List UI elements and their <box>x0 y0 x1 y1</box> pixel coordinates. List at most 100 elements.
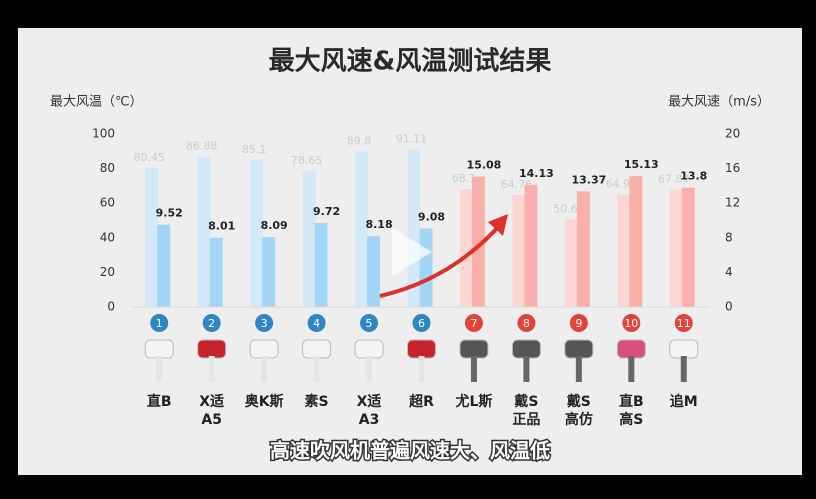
badge-number: 5 <box>366 317 373 330</box>
bar <box>197 156 211 307</box>
x-tick-label: 奥K斯 <box>245 393 284 410</box>
y2-tick-label: 20 <box>725 127 740 141</box>
value-label: 64.76 <box>501 178 533 191</box>
value-label: 13.8 <box>680 170 707 183</box>
y2-tick-label: 4 <box>725 265 733 279</box>
x-tick-label: X适 <box>199 393 224 410</box>
bar <box>419 228 433 307</box>
product-icon <box>144 339 174 359</box>
badge <box>360 314 379 332</box>
bar <box>367 236 381 307</box>
chart-title: 最大风速&风温测试结果 <box>269 47 552 77</box>
bar <box>262 237 276 307</box>
value-label: 91.11 <box>396 132 428 145</box>
product-handle <box>261 356 268 382</box>
x-tick-label: 正品 <box>512 412 540 428</box>
bar <box>407 149 421 307</box>
badge-number: 10 <box>624 317 638 330</box>
product-icon <box>407 339 436 359</box>
bar <box>471 176 485 307</box>
bar <box>617 194 631 307</box>
product-icon <box>616 339 646 359</box>
y2-tick-label: 16 <box>725 161 740 175</box>
y2-tick-label: 12 <box>725 196 740 210</box>
product-icon <box>564 339 594 359</box>
x-tick-label: 超R <box>408 393 434 410</box>
badge <box>517 314 536 332</box>
bar <box>629 176 643 307</box>
y2-tick-label: 0 <box>725 300 733 314</box>
value-label: 85.1 <box>242 143 267 156</box>
product-handle <box>418 356 425 382</box>
bar <box>669 189 683 307</box>
y-tick-label: 60 <box>100 196 115 210</box>
value-label: 78.65 <box>291 154 323 167</box>
value-label: 67.89 <box>658 173 690 186</box>
value-label: 15.13 <box>624 158 659 171</box>
badge <box>412 314 431 332</box>
caption: 高速吹风机普遍风速大、风温低 <box>270 439 550 463</box>
y2-tick-label: 8 <box>725 230 733 244</box>
x-tick-label: 素S <box>305 393 329 410</box>
product-icon <box>511 339 541 359</box>
x-tick-label: A3 <box>359 412 380 428</box>
badge-number: 1 <box>156 317 163 330</box>
x-tick-label: X适 <box>357 393 382 410</box>
badge <box>150 314 169 332</box>
x-tick-label: 直B <box>619 393 644 410</box>
bar <box>524 184 538 307</box>
value-label: 64.95 <box>606 178 638 191</box>
product-handle <box>470 356 477 382</box>
badge <box>674 314 693 332</box>
product-icon <box>249 339 279 359</box>
badge-number: 6 <box>418 317 425 330</box>
bar <box>157 224 171 307</box>
product-handle <box>366 356 373 382</box>
value-label: 13.37 <box>571 173 606 186</box>
product-icon <box>669 339 699 359</box>
badge-number: 9 <box>575 317 582 330</box>
product-handle <box>575 356 582 382</box>
value-label: 80.45 <box>133 151 165 164</box>
bar <box>314 222 328 307</box>
product-handle <box>313 356 320 382</box>
badge-number: 7 <box>470 317 477 330</box>
product-handle <box>208 356 215 382</box>
value-label: 8.01 <box>208 220 235 233</box>
bar <box>355 151 369 307</box>
y-tick-label: 80 <box>100 161 115 175</box>
value-label: 50.65 <box>553 202 585 215</box>
bar <box>302 170 316 307</box>
x-tick-label: 尤L斯 <box>455 393 492 410</box>
product-icon <box>354 339 384 359</box>
value-label: 14.13 <box>519 167 554 180</box>
product-handle <box>680 356 687 382</box>
trend-arrowhead <box>488 214 508 236</box>
x-tick-label: 戴S <box>567 393 591 410</box>
product-icon <box>197 339 227 359</box>
value-label: 68.1 <box>452 172 477 185</box>
badge <box>569 314 588 332</box>
play-icon <box>392 228 432 276</box>
y-tick-label: 40 <box>100 230 115 244</box>
badge-number: 4 <box>313 317 320 330</box>
bar <box>459 189 473 307</box>
x-tick-label: A5 <box>201 412 222 428</box>
value-label: 8.09 <box>261 219 288 232</box>
value-label: 8.18 <box>365 218 392 231</box>
x-tick-label: 高S <box>619 411 643 428</box>
y2-axis-title: 最大风速（m/s） <box>668 95 770 110</box>
product-icon <box>302 339 332 359</box>
x-tick-label: 直B <box>147 393 172 410</box>
y-tick-label: 0 <box>107 300 115 314</box>
bar <box>564 219 578 307</box>
bar <box>209 237 223 307</box>
badge-number: 3 <box>261 317 268 330</box>
badge <box>255 314 274 332</box>
x-tick-label: 戴S <box>514 393 538 410</box>
value-label: 9.72 <box>313 205 340 218</box>
x-tick-label: 追M <box>670 393 698 410</box>
product-handle <box>523 356 530 382</box>
trend-arrow <box>379 223 502 298</box>
